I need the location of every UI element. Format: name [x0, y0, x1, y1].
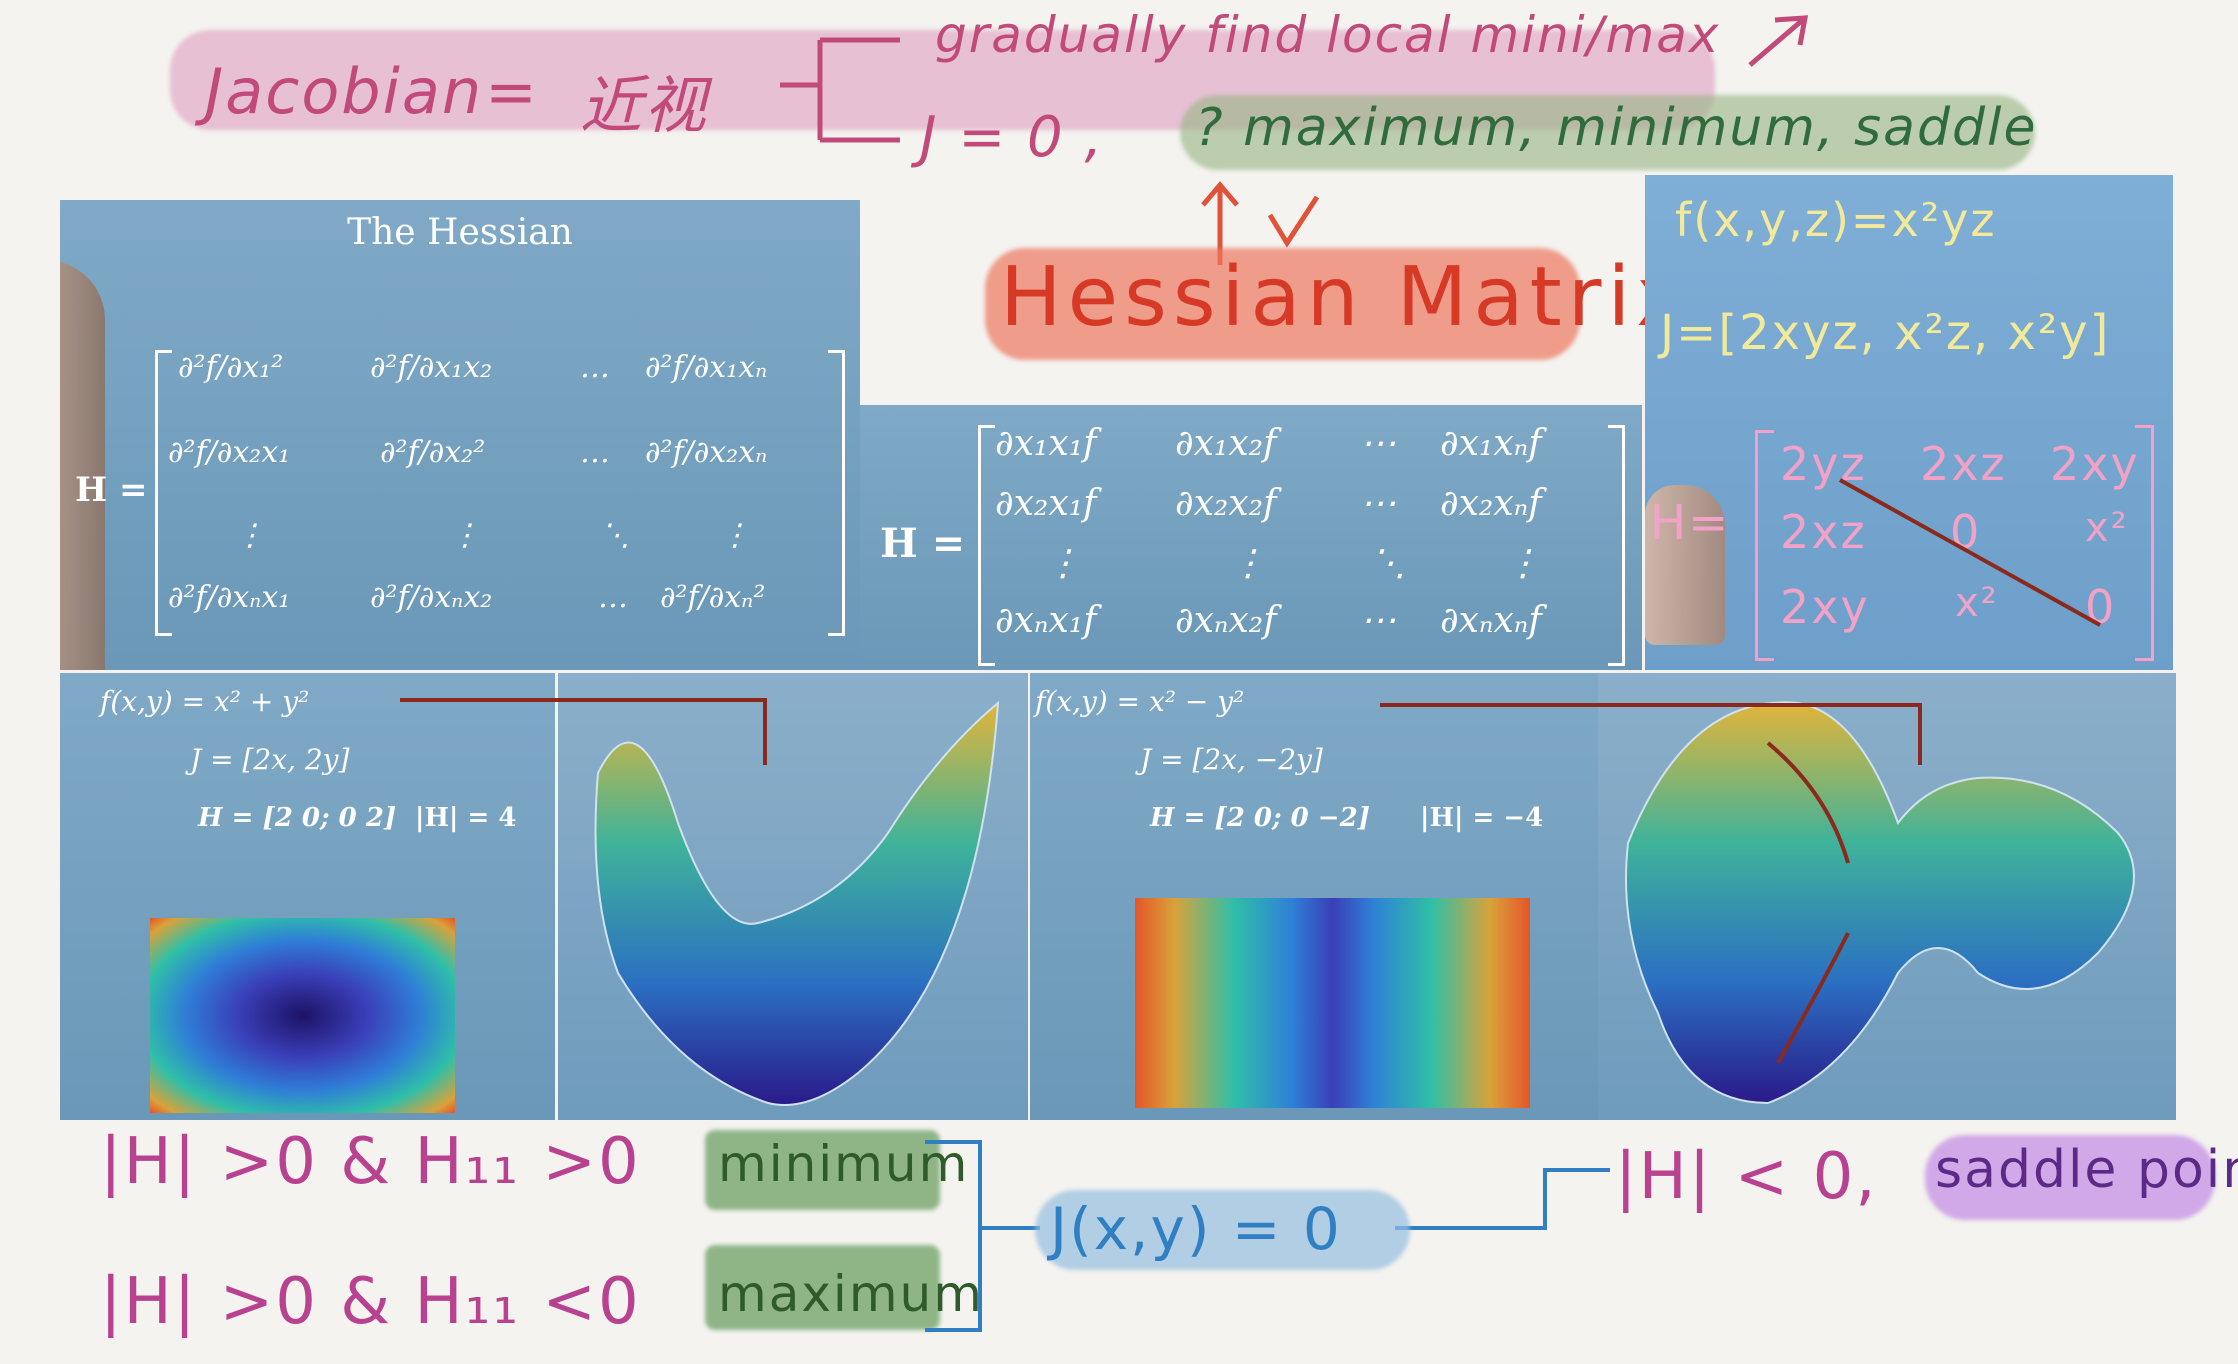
h-cell: ⋮ — [450, 518, 480, 553]
label-saddle-point: saddle point — [1935, 1140, 2238, 1200]
p-cell: ∂xₙxₙf — [1440, 600, 1542, 641]
min-hessian: H = [2 0; 0 2] — [198, 803, 397, 833]
ex-cell: 2xz — [1780, 505, 1867, 559]
saddle-determinant: |H| = −4 — [1420, 803, 1544, 833]
h-cell: ⋮ — [235, 518, 265, 553]
p-cell: ∂x₂x₁f — [995, 483, 1097, 524]
ex-cell: x² — [2085, 505, 2129, 551]
example-h-label: H= — [1650, 495, 1731, 551]
h-cell: ⋮ — [720, 518, 750, 553]
p-cell: ⋯ — [1360, 483, 1396, 524]
slide-saddle-example: f(x,y) = x² − y² J = [2x, −2y] H = [2 0;… — [1030, 673, 1598, 1120]
saddle-heatmap — [1135, 898, 1530, 1108]
h-cell: ∂²f/∂xₙx₂ — [370, 580, 493, 615]
example-function: f(x,y,z)=x²yz — [1675, 193, 1997, 247]
p-cell: ⋱ — [1370, 543, 1406, 584]
p-cell: ⋮ — [1230, 543, 1266, 584]
h-cell: … — [580, 435, 610, 470]
left-bracket — [978, 425, 995, 666]
right-bracket — [2135, 425, 2154, 661]
h-cell: ∂²f/∂x₁x₂ — [370, 350, 493, 385]
min-function: f(x,y) = x² + y² — [100, 685, 310, 718]
p-cell: ∂x₂x₂f — [1175, 483, 1277, 524]
jacobian-label: Jacobian — [205, 55, 484, 128]
h-cell: ∂²f/∂x₂xₙ — [645, 435, 768, 470]
ex-cell: 2xy — [2050, 437, 2140, 491]
h-cell: ∂²f/∂x₁xₙ — [645, 350, 768, 385]
p-cell: ∂x₁xₙf — [1440, 423, 1542, 464]
ex-cell: 2xz — [1920, 437, 2007, 491]
top-bracket — [780, 37, 900, 143]
h-cell: ∂²f/∂xₙx₁ — [168, 580, 291, 615]
green-highlight-max — [705, 1245, 940, 1330]
right-bracket — [1608, 425, 1625, 666]
bowl-surface — [594, 700, 1000, 1106]
slide-hessian-definition: The Hessian H = ∂²f/∂x₁² ∂²f/∂x₁x₂ … ∂²f… — [60, 200, 860, 670]
p-cell: ∂x₁x₂f — [1175, 423, 1277, 464]
condition-maximum: |H| >0 & H₁₁ <0 — [100, 1265, 641, 1339]
h-cell: … — [580, 350, 610, 385]
green-highlight-top — [1180, 95, 2035, 170]
center-condition: J(x,y) = 0 — [1050, 1195, 1342, 1263]
p-cell: ⋮ — [1505, 543, 1541, 584]
branch-gradually: gradually find local mini/max — [935, 6, 1721, 64]
condition-minimum: |H| >0 & H₁₁ >0 — [100, 1125, 641, 1199]
saddle-hessian: H = [2 0; 0 −2] — [1150, 803, 1370, 833]
p-cell: ⋯ — [1360, 423, 1396, 464]
condition-saddle: |H| < 0, — [1615, 1140, 1878, 1214]
ex-cell: 2xy — [1780, 580, 1870, 634]
h-cell: … — [598, 580, 628, 615]
slide-example: f(x,y,z)=x²yz J=[2xyz, x²z, x²y] H= 2yz … — [1645, 175, 2173, 670]
h-cell: ∂²f/∂x₂² — [380, 435, 486, 470]
h-cell: ∂²f/∂x₂x₁ — [168, 435, 291, 470]
example-jacobian: J=[2xyz, x²z, x²y] — [1660, 305, 2111, 361]
min-determinant: |H| = 4 — [415, 803, 517, 833]
branch-extrema: ? maximum, minimum, saddle — [1195, 98, 2038, 158]
saddle-surface — [1625, 701, 2135, 1105]
presenter-hand — [1645, 485, 1725, 645]
slide-partial-notation: H = ∂x₁x₁f ∂x₁x₂f ⋯ ∂x₁xₙf ∂x₂x₁f ∂x₂x₂f… — [860, 405, 1642, 670]
p-cell: ∂xₙx₂f — [1175, 600, 1277, 641]
purple-highlight — [1925, 1135, 2215, 1220]
saddle-function: f(x,y) = x² − y² — [1035, 685, 1245, 718]
label-maximum: maximum — [718, 1265, 984, 1323]
p-cell: ⋯ — [1360, 600, 1396, 641]
jacobian-cn: 近视 — [580, 69, 709, 142]
hessian-matrix-title: Hessian Matrix — [1000, 250, 1691, 345]
slide-minimum-example: f(x,y) = x² + y² J = [2x, 2y] H = [2 0; … — [60, 673, 555, 1120]
ex-cell: 2yz — [1780, 437, 1867, 491]
slide-saddle-surface — [1598, 673, 2176, 1120]
left-bracket — [1755, 430, 1774, 661]
diagonal-line — [1839, 478, 2101, 627]
equals-sign: = — [485, 55, 539, 128]
label-minimum: minimum — [718, 1135, 970, 1193]
h-label: H = — [880, 520, 966, 567]
presenter-edge — [60, 260, 105, 670]
p-cell: ∂x₂xₙf — [1440, 483, 1542, 524]
saddle-jacobian: J = [2x, −2y] — [1140, 743, 1323, 776]
h-cell: ∂²f/∂x₁² — [178, 350, 284, 385]
slide-bowl-surface — [558, 673, 1028, 1120]
ex-cell: x² — [1955, 580, 1999, 626]
h-cell: ⋱ — [600, 518, 630, 553]
h-cell: ∂²f/∂xₙ² — [660, 580, 766, 615]
branch-j-zero: J = 0 , — [920, 105, 1105, 170]
p-cell: ⋮ — [1045, 543, 1081, 584]
orange-highlight — [985, 248, 1580, 360]
right-bracket — [828, 350, 845, 636]
slide-title: The Hessian — [347, 212, 573, 253]
p-cell: ∂xₙx₁f — [995, 600, 1097, 641]
green-highlight-min — [705, 1130, 940, 1210]
p-cell: ∂x₁x₁f — [995, 423, 1097, 464]
up-right-arrow — [1748, 15, 1809, 67]
h-label: H = — [75, 470, 148, 510]
left-bracket — [155, 350, 172, 636]
blue-highlight-center — [1035, 1190, 1410, 1270]
min-heatmap — [150, 918, 455, 1113]
min-jacobian: J = [2x, 2y] — [190, 743, 350, 776]
